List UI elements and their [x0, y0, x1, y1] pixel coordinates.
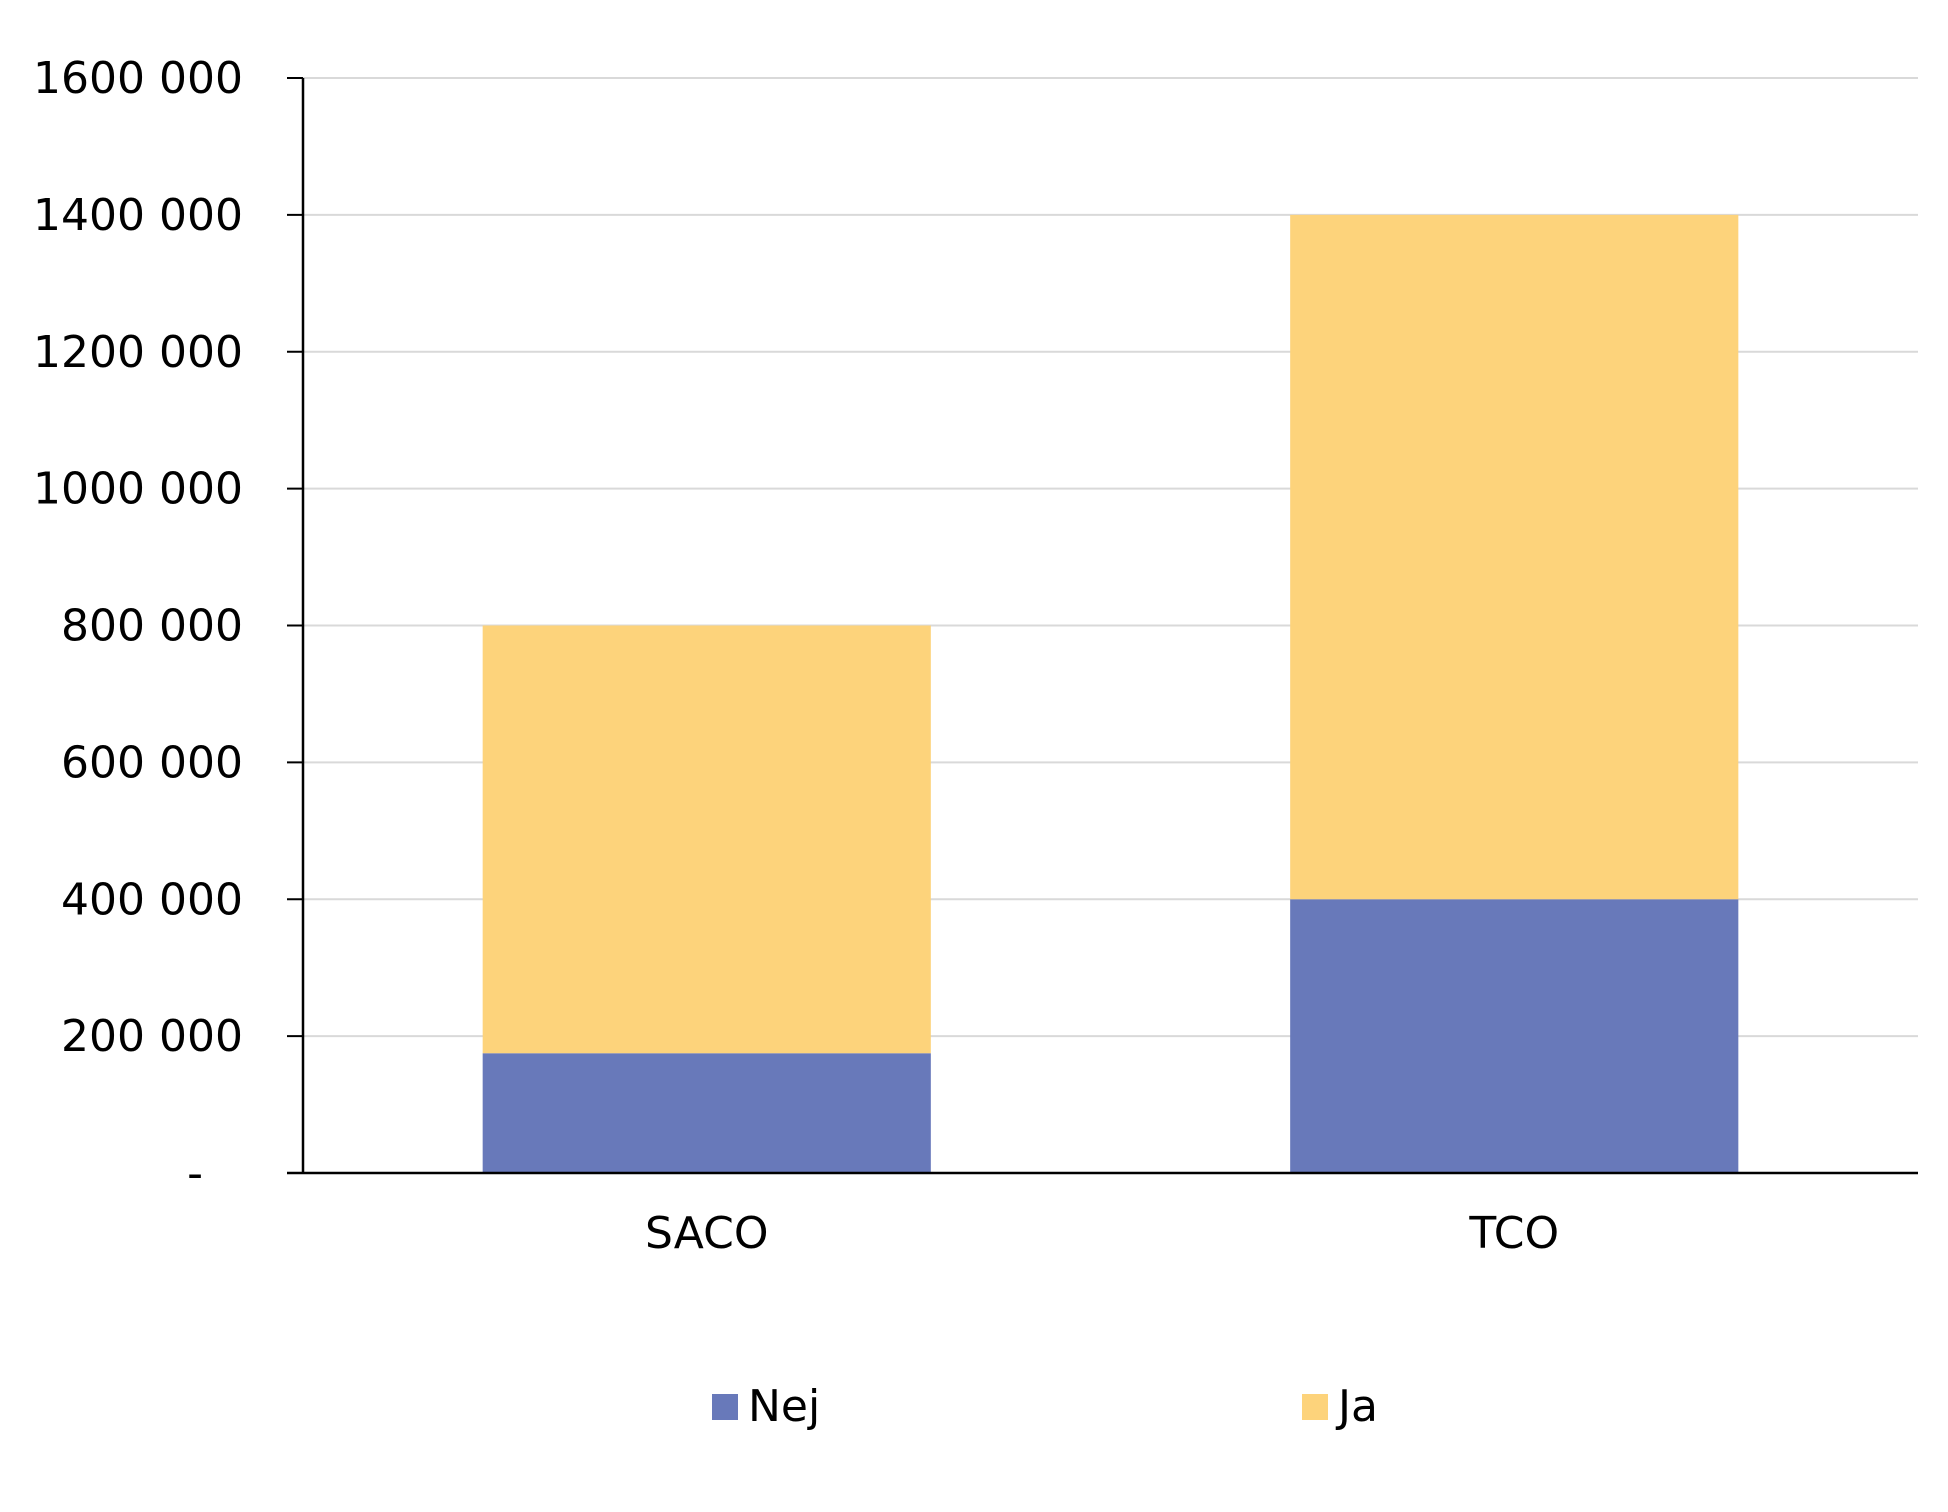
y-tick-label: 800 000: [61, 601, 243, 652]
y-tick-label: 600 000: [61, 737, 243, 788]
y-tick-label: -: [187, 1148, 203, 1199]
y-tick-label: 1400 000: [33, 190, 243, 241]
y-axis-ticks: - 200 000 400 000 600 000 800 000 1000 000 120…: [33, 53, 303, 1199]
bar-segment-ja: [482, 625, 931, 1054]
legend-swatch-ja: [1302, 1394, 1328, 1420]
legend-swatch-nej: [712, 1394, 738, 1420]
legend-label-nej: Nej: [748, 1381, 820, 1432]
y-tick-label: 1600 000: [33, 53, 243, 104]
y-tick-label: 400 000: [61, 874, 243, 925]
legend: Nej Ja: [712, 1381, 1378, 1432]
x-category-label: TCO: [1468, 1208, 1559, 1259]
x-category-label: SACO: [645, 1208, 768, 1259]
x-axis-labels: SACO TCO: [645, 1208, 1559, 1259]
y-tick-label: 1000 000: [33, 464, 243, 515]
bars: [482, 214, 1739, 1173]
y-tick-label: 1200 000: [33, 327, 243, 378]
legend-label-ja: Ja: [1335, 1381, 1378, 1432]
bar-segment-nej: [1290, 899, 1739, 1173]
bar-segment-ja: [1290, 214, 1739, 900]
y-tick-label: 200 000: [61, 1011, 243, 1062]
bar-segment-nej: [482, 1053, 931, 1173]
